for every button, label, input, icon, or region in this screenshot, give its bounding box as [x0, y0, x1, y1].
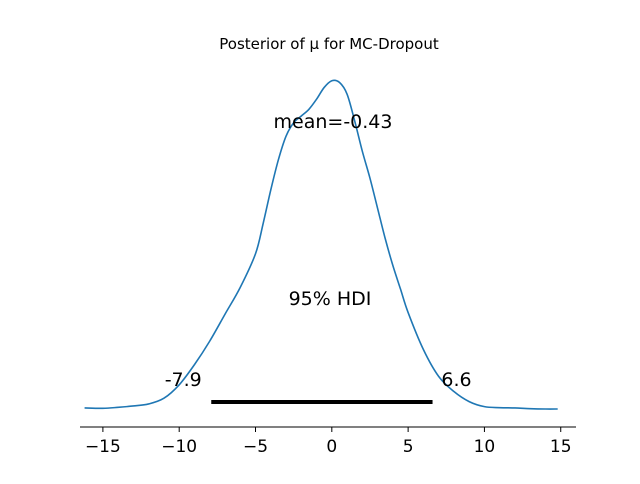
- hdi-upper-bound-label: 6.6: [441, 369, 471, 391]
- hdi-lower-bound-label: -7.9: [165, 369, 202, 391]
- density-line: [84, 79, 558, 410]
- x-tick-label: 15: [550, 437, 572, 457]
- x-tick-label: 10: [474, 437, 496, 457]
- chart-title: Posterior of μ for MC-Dropout: [219, 35, 439, 53]
- x-tick-label: 0: [326, 437, 337, 457]
- density-series: [84, 79, 558, 410]
- x-tick-label: −10: [161, 437, 197, 457]
- x-axis: −15 −10 −5 0 5 10 15: [80, 426, 576, 457]
- hdi-annotation: 95% HDI: [289, 288, 372, 310]
- x-tick-label: 5: [403, 437, 414, 457]
- mean-annotation: mean=-0.43: [274, 111, 393, 133]
- x-tick-label: −15: [85, 437, 121, 457]
- x-tick-label: −5: [243, 437, 268, 457]
